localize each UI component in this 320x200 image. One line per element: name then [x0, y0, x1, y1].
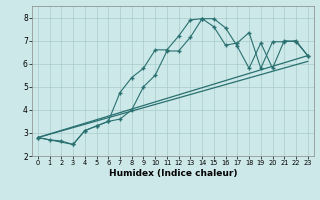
X-axis label: Humidex (Indice chaleur): Humidex (Indice chaleur): [108, 169, 237, 178]
